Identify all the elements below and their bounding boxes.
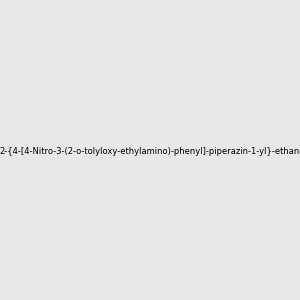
Text: 2-{4-[4-Nitro-3-(2-o-tolyloxy-ethylamino)-phenyl]-piperazin-1-yl}-ethanol: 2-{4-[4-Nitro-3-(2-o-tolyloxy-ethylamino… bbox=[0, 147, 300, 156]
